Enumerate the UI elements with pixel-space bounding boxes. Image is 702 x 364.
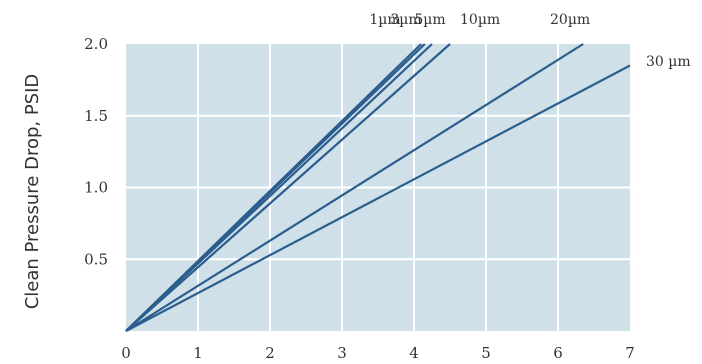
grid-lines	[126, 44, 630, 331]
x-tick-label: 4	[409, 344, 419, 362]
series-label: 1µm	[369, 12, 400, 28]
series-line	[125, 43, 433, 332]
series-label: 3µm	[390, 12, 421, 28]
y-axis-label: Clean Pressure Drop, PSID	[22, 74, 43, 310]
y-tick-label: 1.5	[84, 107, 108, 125]
series-label: 20µm	[550, 12, 590, 28]
x-tick-label: 2	[265, 344, 275, 362]
y-axis-ticks: 0.5 1.0 1.5 2.0	[84, 35, 108, 268]
series-lines	[125, 43, 631, 332]
series-line	[125, 64, 631, 332]
series-line	[125, 43, 584, 332]
x-axis-ticks: 0 1 2 3 4 5 6 7	[121, 344, 635, 362]
series-label: 30 µm	[646, 54, 691, 70]
x-tick-label: 1	[193, 344, 203, 362]
x-tick-label: 3	[337, 344, 347, 362]
x-tick-label: 7	[625, 344, 635, 362]
series-line	[125, 43, 451, 332]
x-tick-label: 6	[553, 344, 563, 362]
x-tick-label: 0	[121, 344, 131, 362]
x-tick-label: 5	[481, 344, 491, 362]
series-label: 5µm	[414, 12, 445, 28]
y-tick-label: 1.0	[84, 179, 108, 197]
series-label: 10µm	[460, 12, 500, 28]
y-tick-label: 0.5	[84, 250, 108, 268]
y-tick-label: 2.0	[84, 35, 108, 53]
